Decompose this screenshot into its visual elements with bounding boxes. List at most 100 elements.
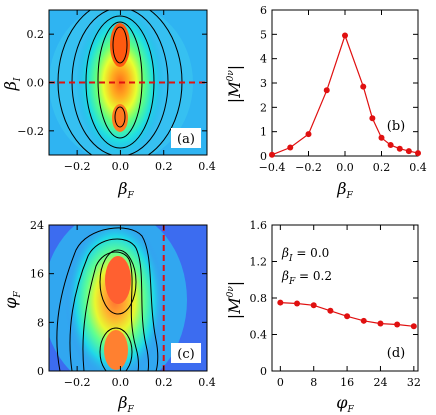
panel-label-c-box: [171, 343, 201, 363]
ylabel-b: |M0ν|: [225, 65, 244, 103]
xlabel-c: βF: [117, 393, 134, 415]
y-tick-label: 8: [37, 316, 44, 329]
heatmap-c-peak-top: [105, 256, 131, 304]
x-tick-label: 16: [340, 376, 354, 389]
x-tick-label: −0.4: [259, 161, 286, 174]
data-point: [360, 317, 367, 324]
x-tick-label: −0.2: [64, 376, 91, 389]
contour-c-5: [99, 327, 133, 371]
x-tick-label: 32: [407, 376, 421, 389]
data-point: [369, 115, 376, 122]
x-tick-label: 0.4: [409, 161, 427, 174]
data-point: [269, 151, 275, 158]
x-tick-label: 0.4: [198, 376, 216, 389]
series-points-d: [277, 299, 417, 330]
y-tick-label: 3: [260, 77, 267, 90]
panel-b: −0.4 −0.2 0.0 0.2 0.4 0 1 2 3 4 5 6 (b) βF |M0ν|: [225, 4, 427, 201]
y-tick-label: 0: [37, 365, 44, 378]
panel-label-a-box: [171, 128, 201, 148]
y-tick-label: 6: [260, 4, 267, 17]
x-tick-label: −0.2: [64, 160, 91, 173]
ylabel-c: φF: [1, 291, 23, 309]
ylabel-a: βI: [1, 77, 23, 91]
data-point: [294, 300, 301, 307]
y-tick-label: 5: [260, 28, 267, 41]
data-point: [396, 145, 403, 152]
heatmap-c-peak-bottom: [104, 330, 128, 370]
panel-label-a: (a): [177, 132, 195, 147]
data-point: [327, 307, 334, 314]
data-point: [277, 299, 284, 306]
ylabel-d: |M0ν|: [225, 281, 244, 319]
y-tick-label: 16: [30, 268, 44, 281]
data-point: [305, 131, 312, 138]
y-tick-label: 1.2: [250, 256, 268, 269]
y-tick-label: 0: [260, 365, 267, 378]
x-tick-label: −0.2: [295, 161, 322, 174]
x-tick-label: 0.2: [373, 161, 391, 174]
data-point: [310, 302, 317, 309]
panel-label-d: (d): [387, 346, 405, 361]
x-tick-label: 0.0: [112, 376, 130, 389]
data-point: [377, 320, 384, 327]
panel-label-c: (c): [177, 347, 194, 362]
x-tick-label: 0.0: [112, 160, 130, 173]
heatmap-a-peak-top: [110, 23, 130, 67]
axes-frame-c: [48, 224, 208, 372]
xlabel-d: φF: [336, 393, 354, 415]
y-tick-label: 4: [260, 53, 267, 66]
x-tick-label: 24: [373, 376, 387, 389]
ticks-d: 0 8 16 24 32 0 0.4 0.8 1.2 1.6: [250, 219, 421, 389]
annotation-beta-i: βI = 0.0: [281, 246, 329, 264]
series-points-b: [269, 32, 421, 158]
data-point: [360, 83, 367, 90]
annotation-beta-f: βF = 0.2: [281, 269, 332, 287]
axes-frame-d: [271, 224, 419, 372]
data-point: [415, 150, 421, 157]
y-tick-label: 24: [30, 219, 44, 232]
data-point: [410, 323, 417, 330]
panel-label-b: (b): [387, 119, 405, 134]
y-tick-label: 1: [260, 126, 267, 139]
contour-a-6: [114, 106, 126, 128]
data-point: [387, 142, 394, 149]
y-tick-label: 2: [260, 101, 267, 114]
ticks-c: −0.2 0.0 0.2 0.4 0 8 16 24: [30, 219, 216, 389]
y-tick-label: 0: [260, 150, 267, 163]
x-tick-label: 0.0: [336, 161, 354, 174]
panel-c: −0.2 0.0 0.2 0.4 0 8 16 24 (c) βF φF: [1, 219, 216, 415]
data-point: [344, 313, 351, 320]
y-tick-label: 0.8: [250, 292, 268, 305]
contour-a-5: [112, 26, 128, 64]
y-tick-label: 0.0: [27, 77, 45, 90]
contour-c-4: [99, 249, 137, 315]
data-point: [405, 148, 412, 155]
y-tick-label: −0.2: [17, 125, 44, 138]
x-tick-label: 8: [310, 376, 317, 389]
xlabel-a: βF: [117, 179, 134, 201]
data-point: [342, 32, 348, 39]
ticks-b: −0.4 −0.2 0.0 0.2 0.4 0 1 2 3 4 5 6: [259, 4, 427, 174]
heatmap-a-peak-bottom: [112, 104, 128, 132]
y-tick-label: 0.2: [27, 28, 45, 41]
data-point: [378, 134, 385, 141]
y-tick-label: 1.6: [250, 219, 268, 232]
x-tick-label: 0.2: [155, 160, 173, 173]
y-tick-label: 0.4: [250, 329, 268, 342]
contour-c-1: [56, 227, 159, 371]
contour-a-4: [97, 21, 143, 139]
x-tick-label: 0: [277, 376, 284, 389]
contour-c-2: [69, 238, 149, 371]
contour-c-3: [82, 251, 139, 371]
data-point: [287, 144, 294, 151]
xlabel-b: βF: [336, 179, 353, 201]
axes-frame-b: [271, 9, 419, 157]
data-point: [394, 321, 401, 328]
x-tick-label: 0.2: [155, 376, 173, 389]
x-tick-label: 0.4: [198, 160, 216, 173]
ticks-a: −0.2 0.0 0.2 0.4 −0.2 0.0 0.2: [17, 10, 216, 173]
panel-a: −0.2 0.0 0.2 0.4 −0.2 0.0 0.2 (a) βF βI: [1, 9, 216, 201]
data-point: [323, 87, 330, 94]
